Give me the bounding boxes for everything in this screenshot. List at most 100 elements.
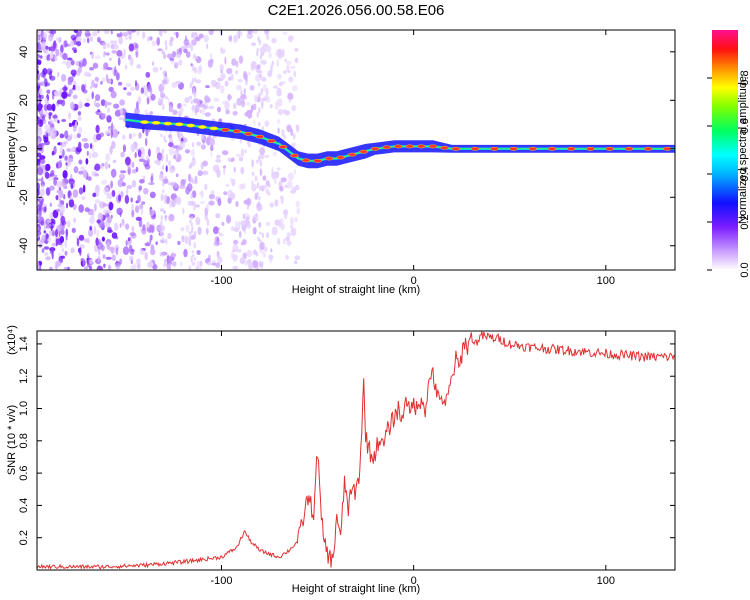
spectrogram-noise-speck xyxy=(136,30,140,37)
spectrogram-noise-speck xyxy=(107,264,112,270)
spectrogram-noise-speck xyxy=(126,187,129,196)
spectrogram-noise-speck xyxy=(100,214,103,220)
spectrogram-noise-streak xyxy=(259,260,262,268)
colorbar-label: Normalized spectral amplitude xyxy=(737,76,749,224)
spectrogram-ridge-peak-blob xyxy=(440,145,449,150)
spectrogram-noise-speck xyxy=(58,159,63,166)
spectrogram-ridge-peak-blob xyxy=(151,120,161,125)
spectrogram-noise-speck xyxy=(277,109,284,116)
spectrogram-noise-speck xyxy=(52,209,59,219)
spectrogram-noise-speck xyxy=(200,200,206,205)
spectrogram-noise-speck xyxy=(65,228,69,238)
spectrogram-noise-speck xyxy=(74,134,78,140)
snr-y-tick-label: 1.0 xyxy=(18,401,30,416)
spectrogram-noise-speck xyxy=(81,196,86,201)
spectrogram-noise-speck xyxy=(54,90,60,97)
spectrogram-noise-speck xyxy=(125,239,128,247)
spectrogram-noise-speck xyxy=(294,169,297,175)
spectrogram-noise-speck xyxy=(231,178,236,187)
spectrogram-noise-speck xyxy=(274,199,279,207)
spectrogram-noise-speck xyxy=(184,97,190,104)
spectrogram-noise-speck xyxy=(230,73,234,81)
spectrogram-noise-speck xyxy=(228,93,231,102)
spectrogram-noise-speck xyxy=(60,215,66,224)
spectrogram-noise-speck xyxy=(119,223,122,228)
spectrogram-ridge-peak-blob xyxy=(209,126,219,131)
spectrogram-noise-speck xyxy=(180,227,185,232)
spectrogram-noise-speck xyxy=(182,207,185,215)
spectrogram-noise-speck xyxy=(232,266,239,270)
spectrogram-noise-speck xyxy=(103,209,108,215)
spectrogram-noise-speck xyxy=(246,32,253,40)
spectrogram-noise-speck xyxy=(221,100,228,105)
spectrogram-noise-speck xyxy=(52,230,55,237)
spectrogram-noise-speck xyxy=(86,97,90,103)
spectrogram-noise-speck xyxy=(143,187,149,195)
spectrogram-noise-speck xyxy=(68,191,71,199)
spectrogram-noise-speck xyxy=(129,232,136,237)
spectrogram-noise-speck xyxy=(46,89,51,94)
spectrogram-noise-speck xyxy=(208,105,215,110)
spectrogram-noise-speck xyxy=(179,184,186,190)
spectrogram-noise-speck xyxy=(129,57,134,66)
spectrogram-noise-speck xyxy=(121,223,126,227)
spectrogram-noise-speck xyxy=(244,149,247,154)
spectrogram-noise-speck xyxy=(86,37,90,44)
spectrogram-noise-speck xyxy=(244,260,248,266)
spectrogram-noise-speck xyxy=(113,103,120,109)
spectrogram-noise-speck xyxy=(206,43,209,50)
spectrogram-noise-speck xyxy=(46,104,53,111)
spectrogram-noise-speck xyxy=(118,36,123,45)
spectrogram-noise-speck xyxy=(224,56,227,65)
spectrogram-noise-speck xyxy=(293,70,297,78)
spectrogram-noise-speck xyxy=(181,235,185,243)
spectrogram-noise-speck xyxy=(221,150,229,156)
spectrogram-noise-speck xyxy=(185,186,191,195)
spectrogram-noise-speck xyxy=(37,103,43,111)
spectrogram-noise-streak xyxy=(162,164,165,170)
spectrogram-noise-speck xyxy=(134,80,138,87)
spectrogram-noise-streak xyxy=(188,164,192,169)
spectrogram-noise-speck xyxy=(264,94,268,101)
spectrogram-y-tick-label: -20 xyxy=(18,189,30,205)
spectrogram-noise-speck xyxy=(72,73,76,78)
spectrogram-noise-speck xyxy=(45,233,49,240)
spectrogram-noise-speck xyxy=(91,91,94,100)
spectrogram-noise-speck xyxy=(78,100,83,109)
snr-panel: -100 0 100 0.2 0.4 0.6 0.8 1.0 1.2 1.4 Height of… xyxy=(6,325,676,595)
spectrogram-noise-speck xyxy=(295,200,301,208)
spectrogram-noise-speck xyxy=(55,238,59,247)
spectrogram-noise-streak xyxy=(260,170,263,175)
spectrogram-noise-speck xyxy=(278,219,282,229)
spectrogram-noise-speck xyxy=(156,152,163,161)
spectrogram-noise-speck xyxy=(83,238,88,243)
spectrogram-noise-speck xyxy=(146,221,150,228)
spectrogram-noise-speck xyxy=(285,254,289,260)
spectrogram-noise-speck xyxy=(185,51,191,58)
spectrogram-noise-speck xyxy=(286,124,292,133)
spectrogram-noise-speck xyxy=(81,138,88,142)
spectrogram-noise-speck xyxy=(259,241,265,250)
spectrogram-noise-streak xyxy=(165,96,168,100)
spectrogram-noise-speck xyxy=(137,194,141,203)
snr-y-tick-label: 0.6 xyxy=(18,465,30,480)
spectrogram-noise-speck xyxy=(69,40,75,47)
spectrogram-noise-speck xyxy=(283,31,288,35)
spectrogram-noise-speck xyxy=(252,30,259,35)
spectrogram-noise-speck xyxy=(44,252,49,256)
spectrogram-noise-speck xyxy=(92,31,98,37)
spectrogram-noise-speck xyxy=(37,261,40,270)
spectrogram-noise-speck xyxy=(60,44,64,54)
spectrogram-noise-speck xyxy=(231,225,235,232)
spectrogram-noise-speck xyxy=(143,160,150,167)
spectrogram-noise-speck xyxy=(201,107,206,115)
spectrogram-ridge-peak-blob xyxy=(605,146,614,151)
spectrogram-noise-speck xyxy=(293,260,298,265)
spectrogram-noise-speck xyxy=(237,220,241,230)
spectrogram-noise-speck xyxy=(143,85,146,89)
spectrogram-noise-speck xyxy=(110,30,113,35)
spectrogram-noise-speck xyxy=(49,212,53,219)
spectrogram-ridge-peak-blob xyxy=(336,155,345,160)
spectrogram-noise-speck xyxy=(253,119,256,125)
spectrogram-noise-speck xyxy=(271,166,274,176)
